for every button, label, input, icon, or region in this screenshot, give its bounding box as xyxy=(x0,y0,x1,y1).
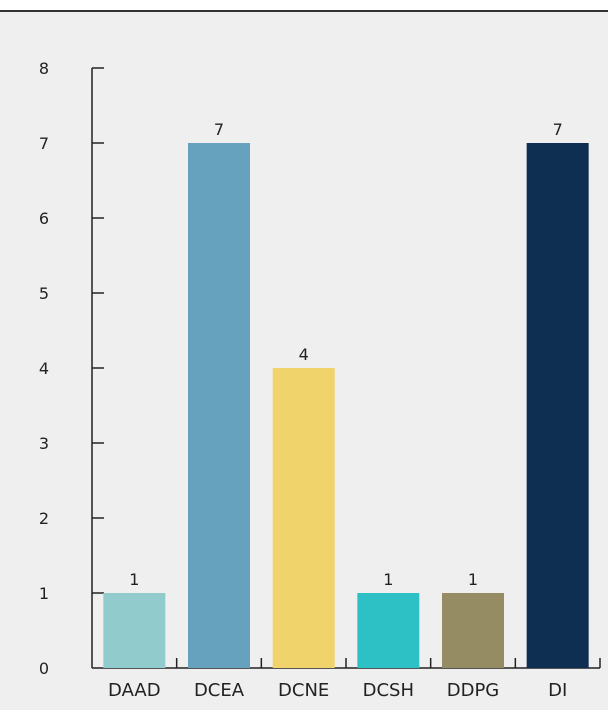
y-tick-label: 0 xyxy=(39,659,49,678)
x-tick-label-dcsh: DCSH xyxy=(363,680,414,701)
data-label-ddpg: 1 xyxy=(468,570,478,589)
x-tick-label-dcne: DCNE xyxy=(278,680,329,701)
y-tick-label: 2 xyxy=(39,509,49,528)
x-axis: DAAD DCEA DCNE DCSH DDPG DI xyxy=(92,658,601,701)
y-tick-label: 8 xyxy=(39,59,49,78)
data-label-daad: 1 xyxy=(129,570,139,589)
data-label-di: 7 xyxy=(553,120,563,139)
bar-di xyxy=(526,143,589,668)
x-tick-label-ddpg: DDPG xyxy=(447,680,500,701)
x-tick-label-di: DI xyxy=(548,680,567,701)
bar-dcne xyxy=(272,368,335,668)
bars xyxy=(103,143,589,668)
data-labels: 1 7 4 1 1 7 xyxy=(129,120,563,589)
y-axis: 0 1 2 3 4 5 6 7 8 xyxy=(39,59,104,678)
y-tick-label: 6 xyxy=(39,209,49,228)
y-tick-label: 3 xyxy=(39,434,49,453)
data-label-dcne: 4 xyxy=(299,345,309,364)
y-tick-label: 1 xyxy=(39,584,49,603)
bar-dcea xyxy=(188,143,250,668)
bar-ddpg xyxy=(442,593,504,668)
y-tick-label: 4 xyxy=(39,359,49,378)
bar-daad xyxy=(103,593,166,668)
y-tick-label: 7 xyxy=(39,134,49,153)
data-label-dcea: 7 xyxy=(214,120,224,139)
data-label-dcsh: 1 xyxy=(383,570,393,589)
x-tick-label-daad: DAAD xyxy=(108,680,161,701)
bar-dcsh xyxy=(357,593,420,668)
y-tick-label: 5 xyxy=(39,284,49,303)
x-tick-label-dcea: DCEA xyxy=(194,680,245,701)
